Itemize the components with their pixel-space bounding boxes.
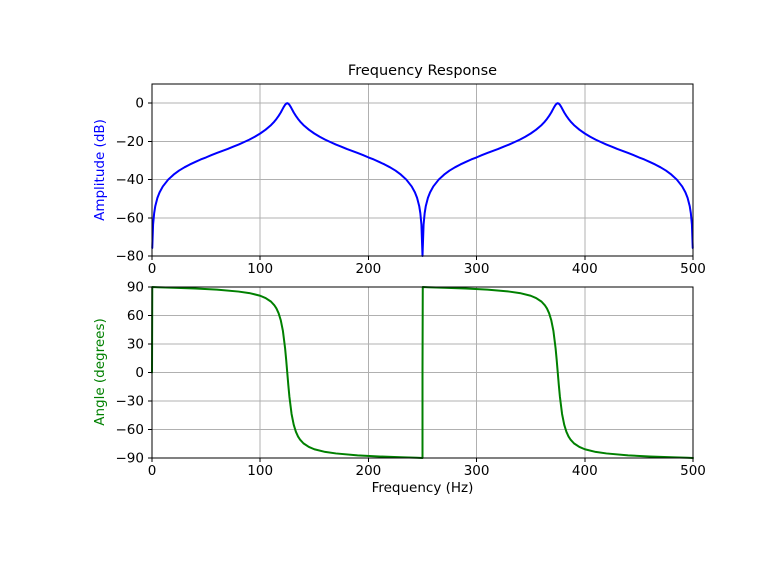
y-tick-label: 30 — [127, 337, 144, 353]
tick-marks — [148, 286, 694, 462]
y-tick-label: 60 — [127, 308, 144, 324]
x-tick-label: 200 — [356, 463, 382, 479]
y-tick-label: 0 — [135, 96, 144, 112]
x-tick-label: 0 — [148, 463, 157, 479]
tick-labels: 0 100 200 300 400 500 0 −20 −40 −60 −80 — [116, 96, 706, 277]
chart-title: Frequency Response — [347, 63, 498, 79]
y-tick-label: −80 — [116, 249, 145, 265]
x-tick-label: 500 — [680, 463, 706, 479]
y-tick-label: −40 — [116, 172, 145, 188]
y-tick-label: −60 — [116, 422, 145, 438]
x-tick-label: 300 — [464, 463, 490, 479]
x-tick-label: 200 — [356, 261, 382, 277]
angle-axis-label: Angle (degrees) — [92, 318, 108, 426]
x-tick-label: 400 — [572, 261, 598, 277]
amplitude-axis-label: Amplitude (dB) — [92, 119, 108, 221]
x-tick-label: 400 — [572, 463, 598, 479]
y-tick-label: −60 — [116, 210, 145, 226]
amplitude-response-plot: 0 100 200 300 400 500 0 −20 −40 −60 −80 — [116, 83, 706, 277]
y-tick-label: −30 — [116, 394, 145, 410]
frequency-axis-label: Frequency (Hz) — [371, 480, 474, 496]
tick-marks — [148, 102, 694, 260]
phase_deg-line — [151, 286, 694, 459]
y-tick-label: 90 — [127, 280, 144, 296]
x-tick-label: 300 — [464, 261, 490, 277]
x-tick-label: 100 — [247, 463, 273, 479]
y-tick-label: −20 — [116, 134, 145, 150]
x-tick-label: 100 — [247, 261, 273, 277]
y-tick-label: −90 — [116, 451, 145, 467]
x-tick-label: 500 — [680, 261, 706, 277]
x-tick-label: 0 — [148, 261, 157, 277]
axes-spines — [151, 83, 694, 257]
y-tick-label: 0 — [135, 365, 144, 381]
